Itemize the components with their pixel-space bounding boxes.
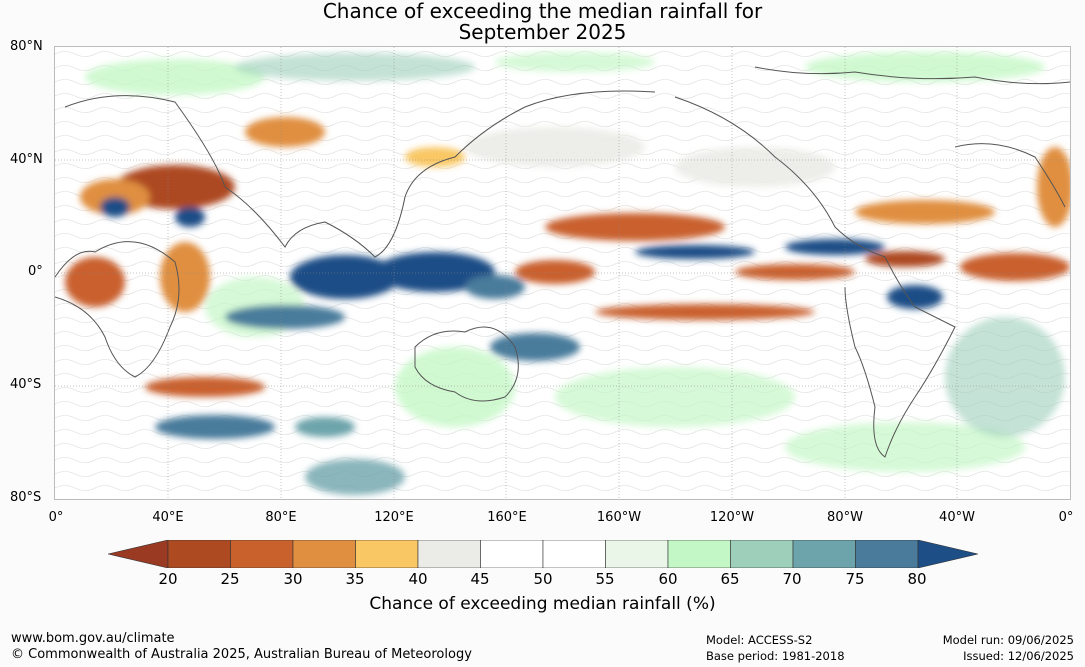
footer-base-period: Base period: 1981-2018 [706,649,845,663]
lon-label-80e: 80°E [265,510,297,525]
colorbar-tick-20: 20 [158,570,178,588]
lon-label-120e: 120°E [374,510,414,525]
lat-label-40s: 40°S [10,377,42,392]
lat-label-80n: 80°N [10,39,43,54]
lon-label-0-right: 0° [1058,510,1074,525]
probability-fields [65,52,1070,495]
colorbar-segment [730,540,794,568]
colorbar-tick-35: 35 [345,570,365,588]
lon-label-40w: 40°W [939,510,975,525]
colorbar-segment [355,540,419,568]
colorbar-segment [855,540,919,568]
footer-website: www.bom.gov.au/climate [11,631,175,646]
footer-model: Model: ACCESS-S2 [706,633,813,647]
lat-label-40n: 40°N [10,152,43,167]
colorbar-segment [292,540,356,568]
colorbar-tick-60: 60 [658,570,678,588]
colorbar-segment [417,540,481,568]
colorbar-tick-30: 30 [283,570,303,588]
colorbar-segments [167,540,919,568]
colorbar-segment [792,540,856,568]
lon-label-0: 0° [48,510,64,525]
colorbar-tick-25: 25 [220,570,240,588]
footer-issued: Issued: 12/06/2025 [963,649,1074,663]
colorbar-tick-55: 55 [595,570,615,588]
coastlines [55,66,1070,458]
graticule [55,47,1070,499]
lat-label-0: 0° [28,264,43,279]
colorbar-tick-80: 80 [907,570,927,588]
colorbar-segment [605,540,669,568]
footer-model-run: Model run: 09/06/2025 [942,633,1074,647]
colorbar-segment [167,540,231,568]
colorbar-tick-75: 75 [845,570,865,588]
colorbar-label: Chance of exceeding median rainfall (%) [369,594,716,614]
colorbar-tick-50: 50 [533,570,553,588]
lon-label-120w: 120°W [709,510,755,525]
colorbar-tick-45: 45 [470,570,490,588]
lon-label-80w: 80°W [827,510,863,525]
map-title-line2: September 2025 [458,20,627,44]
colorbar-tick-70: 70 [782,570,802,588]
rainfall-probability-map [54,46,1071,500]
colorbar-tick-65: 65 [720,570,740,588]
lon-label-40e: 40°E [152,510,184,525]
footer-copyright: © Commonwealth of Australia 2025, Austra… [11,647,472,662]
colorbar-segment [230,540,294,568]
colorbar-segment [480,540,544,568]
lat-label-80s: 80°S [10,490,42,505]
lon-label-160e: 160°E [487,510,527,525]
map-canvas [55,47,1070,499]
colorbar [108,540,978,568]
colorbar-under-arrow [108,540,169,568]
lon-label-160w: 160°W [596,510,642,525]
colorbar-tick-40: 40 [408,570,428,588]
colorbar-segment [667,540,731,568]
colorbar-segment [542,540,606,568]
colorbar-over-arrow [917,540,978,568]
map-title-line1: Chance of exceeding the median rainfall … [322,0,763,23]
